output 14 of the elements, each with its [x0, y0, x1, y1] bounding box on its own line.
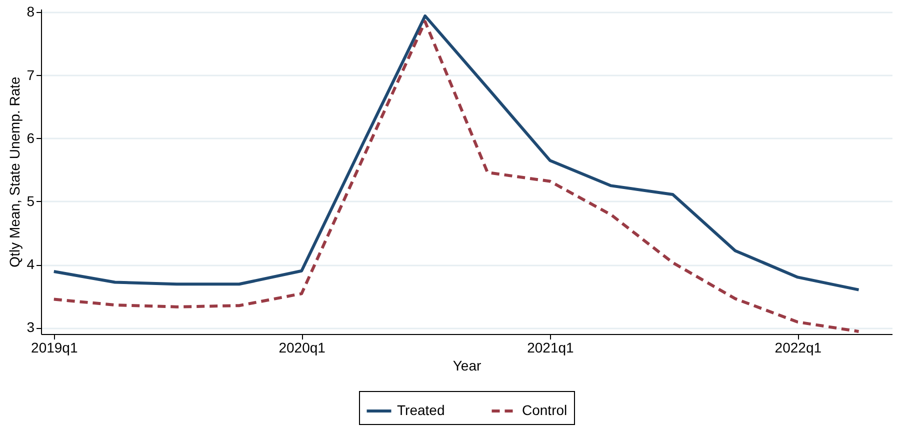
x-axis-title: Year — [452, 358, 482, 374]
x-tick-label: 2019q1 — [31, 340, 78, 356]
y-tick-label: 6 — [26, 130, 35, 146]
legend-label: Control — [522, 402, 568, 418]
y-tick-label: 3 — [26, 319, 35, 336]
x-tick-label: 2021q1 — [527, 340, 574, 356]
legend-label: Treated — [397, 402, 445, 418]
y-tick-label: 4 — [26, 256, 35, 272]
y-tick-label: 5 — [26, 192, 35, 209]
y-tick-label: 8 — [26, 4, 35, 20]
x-tick-label: 2022q1 — [774, 340, 822, 356]
y-axis-title: Qtly Mean, State Unemp. Rate — [6, 76, 23, 268]
x-tick-label: 2020q1 — [278, 340, 326, 356]
y-tick-label: 7 — [26, 66, 35, 83]
